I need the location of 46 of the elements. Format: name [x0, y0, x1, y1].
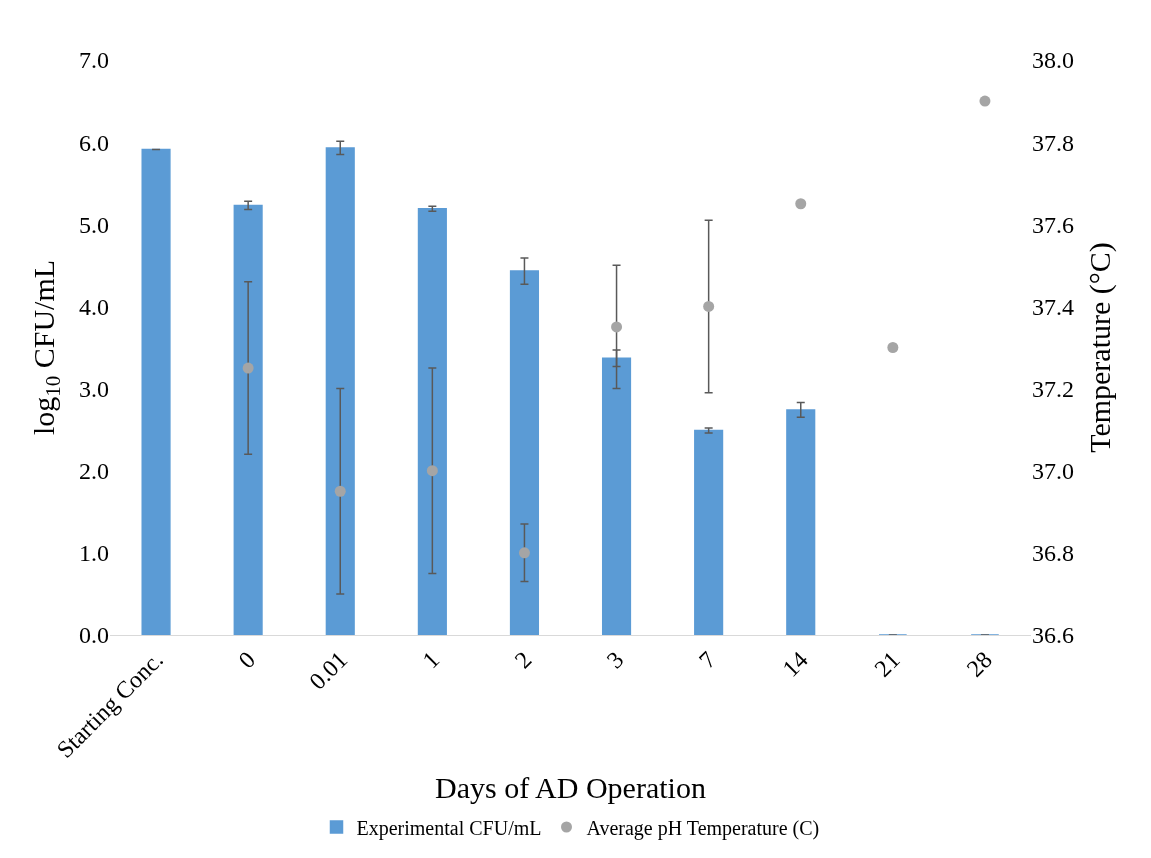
y2-tick-label: 36.6	[1032, 622, 1074, 649]
bar	[325, 147, 355, 635]
x-tick-label: 2	[509, 646, 537, 674]
point	[242, 362, 254, 374]
x-tick-label: 28	[961, 646, 997, 682]
y-tick-label: 0.0	[79, 622, 109, 649]
point	[611, 321, 623, 333]
x-tick-label: 0	[233, 646, 261, 674]
y2-tick-label: 37.4	[1032, 293, 1074, 320]
bar	[694, 429, 724, 635]
bar	[233, 204, 263, 635]
x-tick-label: 7	[693, 646, 721, 674]
point	[887, 342, 899, 353]
y2-tick-label: 36.8	[1032, 540, 1074, 567]
x-tick-label: 0.01	[304, 646, 353, 695]
point	[703, 300, 715, 312]
y2-axis-title: Temperature (°C)	[1082, 242, 1117, 453]
y2-tick-label: 37.8	[1032, 129, 1074, 156]
y-tick-label: 6.0	[79, 129, 109, 156]
y-tick-label: 4.0	[79, 293, 109, 320]
point	[426, 465, 438, 477]
y-tick-label: 7.0	[79, 47, 109, 74]
y-tick-label: 1.0	[79, 540, 109, 567]
x-tick-label: 21	[869, 646, 905, 682]
point	[518, 547, 530, 559]
bar	[786, 409, 816, 635]
y2-tick-label: 37.2	[1032, 375, 1074, 402]
y-tick-label: 5.0	[79, 211, 109, 238]
x-tick-label: 1	[417, 646, 445, 674]
y-tick-label: 2.0	[79, 458, 109, 485]
y2-tick-label: 37.6	[1032, 211, 1074, 238]
bar	[141, 148, 171, 635]
legend-label: Experimental CFU/mL	[356, 816, 542, 840]
bar	[509, 270, 540, 635]
legend-label: Average pH Temperature (C)	[586, 816, 820, 840]
x-tick-label: 3	[601, 646, 629, 674]
point	[334, 485, 346, 497]
x-tick-label: 14	[777, 646, 813, 682]
point	[979, 95, 991, 107]
bar	[417, 207, 447, 635]
y2-tick-label: 37.0	[1032, 458, 1074, 485]
point	[795, 198, 807, 210]
bar	[601, 357, 632, 635]
y-tick-label: 3.0	[79, 375, 109, 402]
x-axis-title: Days of AD Operation	[435, 771, 706, 805]
y2-tick-label: 38.0	[1032, 47, 1074, 74]
